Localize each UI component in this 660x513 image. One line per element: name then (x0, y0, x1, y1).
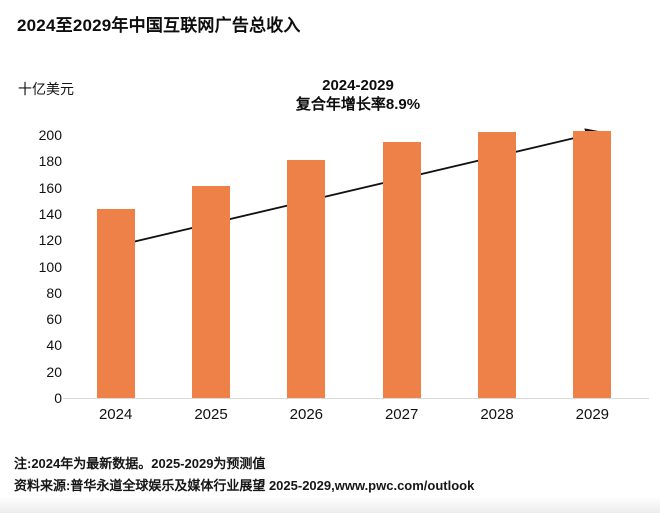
bar-2029 (573, 131, 612, 398)
x-axis-line (63, 397, 649, 399)
y-axis-unit-label: 十亿美元 (18, 81, 74, 97)
cagr-annotation-rate: 复合年增长率8.9% (295, 96, 421, 113)
x-axis-label-2025: 2025 (194, 406, 228, 423)
x-axis-label-2028: 2028 (480, 406, 514, 423)
chart-title: 2024至2029年中国互联网广告总收入 (17, 16, 301, 35)
bar-2027 (382, 141, 421, 398)
bar-2024 (96, 208, 135, 398)
y-tick-label-140: 140 (38, 205, 62, 222)
y-tick-label-40: 40 (46, 337, 62, 354)
bar-2026 (287, 159, 326, 398)
y-tick-label-20: 20 (46, 363, 62, 380)
x-axis-label-2026: 2026 (289, 406, 324, 423)
footnote-source: 资料来源:普华永道全球娱乐及媒体行业展望 2025-2029,www.pwc.c… (14, 478, 475, 493)
x-axis-label-2029: 2029 (575, 406, 610, 423)
y-tick-label-200: 200 (38, 127, 62, 143)
footnote-note: 注:2024年为最新数据。2025-2029为预测值 (14, 456, 266, 471)
footnotes: 注:2024年为最新数据。2025-2029为预测值 资料来源:普华永道全球娱乐… (14, 456, 654, 500)
x-axis-label-2024: 2024 (98, 406, 133, 423)
cagr-annotation: 2024-2029 复合年增长率8.9% (252, 76, 464, 114)
cagr-annotation-period: 2024-2029 (322, 77, 394, 94)
y-tick-label-160: 160 (38, 179, 62, 196)
y-tick-label-0: 0 (54, 390, 62, 406)
bar-2028 (478, 132, 516, 398)
y-tick-label-100: 100 (38, 258, 62, 275)
x-axis-label-2027: 2027 (384, 406, 419, 423)
y-tick-label-80: 80 (46, 284, 62, 301)
y-tick-label-120: 120 (38, 232, 62, 249)
y-tick-label-180: 180 (38, 153, 62, 170)
bar-2025 (192, 186, 230, 398)
y-tick-label-60: 60 (46, 311, 62, 328)
